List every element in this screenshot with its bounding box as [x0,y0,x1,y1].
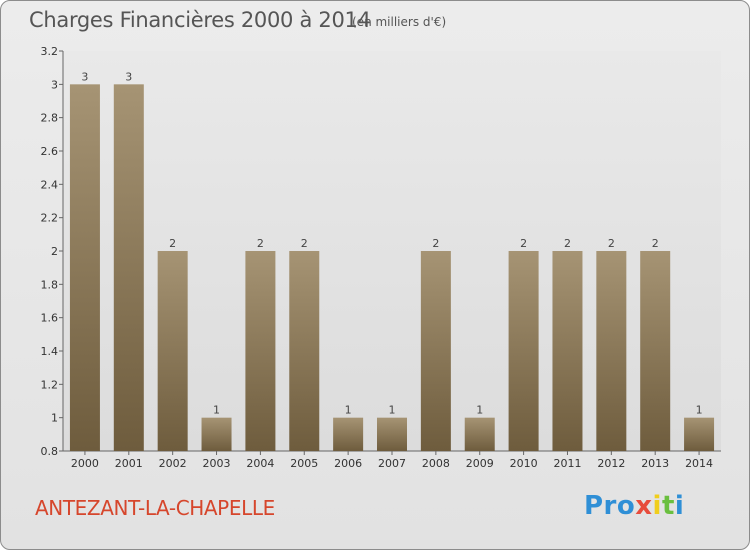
logo-part-4: t [661,491,675,521]
bar-value-label: 1 [213,404,220,417]
logo-part-1: Pro [584,491,636,521]
x-tick-label: 2001 [115,457,143,470]
logo-part-3: i [652,491,662,521]
proxiti-logo[interactable]: Proxiti [584,491,684,521]
bar-value-label: 2 [564,237,571,250]
y-tick-label: 2.8 [41,112,59,125]
bar [113,84,144,451]
chart-title: Charges Financières 2000 à 2014 [29,8,371,32]
y-tick-label: 2.4 [41,178,59,191]
bar-value-label: 1 [389,404,396,417]
bar [640,251,671,451]
y-tick-label: 2.6 [41,145,59,158]
plot-area: 0.8 1 1.2 1.4 1.6 1.8 2 2.2 2.4 2.6 2.8 3 3.2 3 2000 3 2… [41,45,721,470]
y-tick-label: 2 [51,245,58,258]
bar [464,417,495,451]
y-tick-label: 3 [51,78,58,91]
y-tick-label: 2.2 [41,212,59,225]
bar [157,251,188,451]
bar [596,251,627,451]
bar [552,251,583,451]
bar-value-label: 2 [432,237,439,250]
x-tick-label: 2002 [159,457,187,470]
y-tick-label: 1.6 [41,312,59,325]
x-tick-label: 2003 [203,457,231,470]
y-tick-label: 3.2 [41,45,59,58]
logo-part-5: i [674,491,685,521]
bar-value-label: 1 [476,404,483,417]
x-tick-label: 2012 [597,457,625,470]
x-tick-label: 2006 [334,457,362,470]
bar-value-label: 2 [652,237,659,250]
bar-value-label: 2 [301,237,308,250]
y-tick-label: 1 [51,412,58,425]
bar-value-label: 2 [520,237,527,250]
bar [377,417,407,451]
bar-value-label: 2 [257,237,264,250]
bar [289,251,320,451]
bar [69,84,100,451]
bar-value-label: 3 [81,70,88,83]
town-name: ANTEZANT-LA-CHAPELLE [35,496,275,520]
x-tick-label: 2000 [71,457,99,470]
bar-value-label: 1 [696,404,703,417]
bar-value-label: 3 [125,70,132,83]
logo-part-2: x [635,491,653,521]
bar [420,251,451,451]
bar-value-label: 2 [169,237,176,250]
y-tick-label: 1.2 [41,378,59,391]
x-tick-label: 2009 [466,457,494,470]
x-tick-label: 2013 [641,457,669,470]
x-tick-label: 2007 [378,457,406,470]
x-tick-label: 2004 [246,457,274,470]
bar [201,417,232,451]
chart-units: (en milliers d'€) [352,15,447,29]
bar [684,417,715,451]
x-tick-label: 2010 [510,457,538,470]
y-tick-label: 1.8 [41,278,59,291]
bar [333,417,364,451]
bar-value-label: 1 [345,404,352,417]
x-tick-label: 2005 [290,457,318,470]
bar-value-label: 2 [608,237,615,250]
x-tick-label: 2008 [422,457,450,470]
x-tick-label: 2011 [553,457,581,470]
bar [245,251,276,451]
bar [508,251,539,451]
x-tick-label: 2014 [685,457,713,470]
y-tick-label: 1.4 [41,345,59,358]
y-tick-label: 0.8 [41,445,59,458]
